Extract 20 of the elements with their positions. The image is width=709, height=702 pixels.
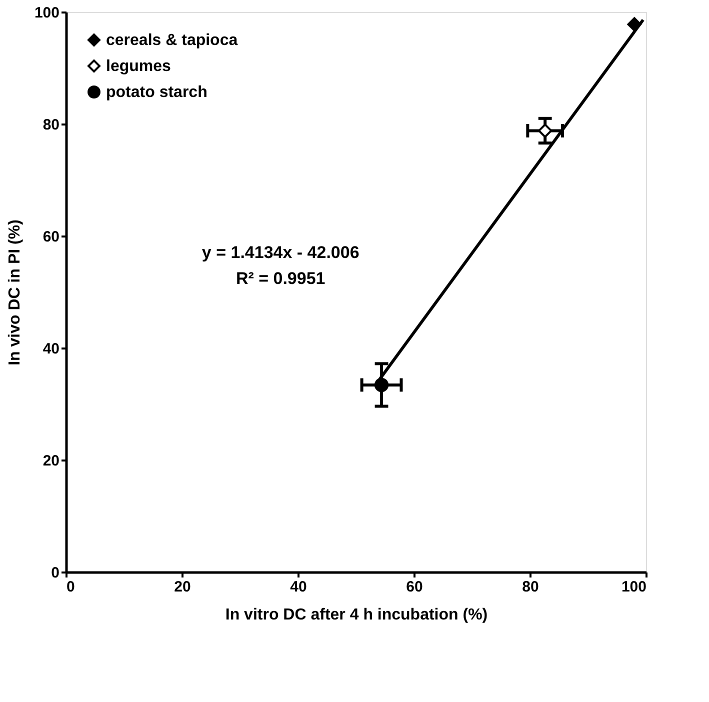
x-axis-title: In vitro DC after 4 h incubation (%) (225, 606, 488, 624)
y-tick-label: 40 (42, 340, 60, 358)
x-tick-label: 40 (290, 578, 307, 596)
legend-label: cereals & tapioca (106, 32, 238, 49)
y-tick-label: 20 (42, 452, 60, 470)
x-tick-label: 0 (66, 578, 75, 596)
x-tick-label: 20 (174, 578, 191, 596)
x-tick-label: 80 (522, 578, 539, 596)
y-axis-title: In vivo DC in PI (%) (6, 220, 24, 366)
legend-label: legumes (106, 58, 172, 75)
y-tick-label: 60 (42, 228, 60, 246)
annotation: y = 1.4134x - 42.006 (202, 242, 360, 262)
x-tick-label: 60 (406, 578, 423, 596)
annotation: R² = 0.9951 (236, 268, 326, 288)
x-tick-label: 100 (621, 578, 646, 596)
y-tick-label: 100 (34, 4, 60, 22)
y-tick-label: 80 (42, 116, 60, 134)
point (538, 124, 552, 138)
legend-label: potato starch (106, 84, 208, 101)
y-tick-label: 0 (51, 564, 60, 582)
